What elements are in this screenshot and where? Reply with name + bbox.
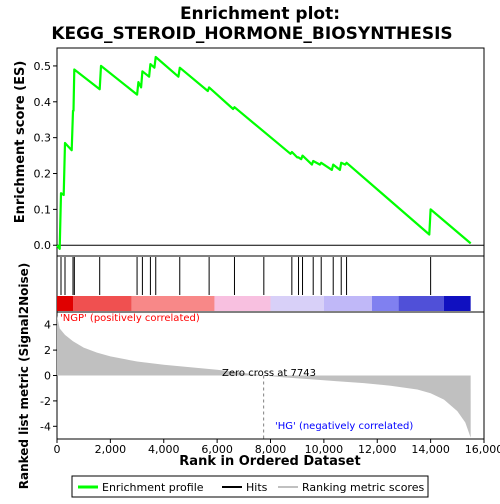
positive-correlation-label: 'NGP' (positively correlated)	[60, 313, 200, 324]
metric-y-tick-label-1: -2	[40, 395, 51, 408]
metric-y-tick-label-4: 4	[44, 319, 51, 332]
heat-band-3	[214, 296, 270, 311]
x-tick-label-0: 0	[54, 443, 61, 456]
metric-axis-label: Ranked list metric (Signal2Noise)	[17, 263, 31, 490]
heat-band-5	[324, 296, 372, 311]
x-tick-label-1: 2,000	[95, 443, 127, 456]
x-tick-label-7: 14,000	[411, 443, 450, 456]
heat-band-7	[399, 296, 444, 311]
es-y-tick-label-0: 0.0	[34, 239, 52, 252]
heat-band-2	[132, 296, 215, 311]
es-y-tick-label-3: 0.3	[34, 132, 52, 145]
heat-band-1	[73, 296, 132, 311]
legend-label-metric: Ranking metric scores	[302, 481, 424, 494]
heat-band-6	[372, 296, 399, 311]
metric-y-tick-label-0: -4	[40, 420, 51, 433]
heat-band-0	[57, 296, 73, 311]
x-axis-label: Rank in Ordered Dataset	[179, 454, 360, 469]
zero-cross-label: Zero cross at 7743	[222, 368, 316, 379]
es-axis-label: Enrichment score (ES)	[13, 61, 28, 224]
es-y-tick-label-1: 0.1	[34, 203, 52, 216]
x-tick-label-8: 16,000	[465, 443, 500, 456]
negative-correlation-label: 'HG' (negatively correlated)	[275, 421, 413, 432]
es-y-tick-label-5: 0.5	[34, 60, 52, 73]
heat-band-4	[271, 296, 324, 311]
x-tick-label-2: 4,000	[148, 443, 180, 456]
chart-title-line-2: KEGG_STEROID_HORMONE_BIOSYNTHESIS	[51, 24, 452, 44]
legend-label-hits: Hits	[246, 481, 268, 494]
metric-y-tick-label-2: 0	[44, 370, 51, 383]
legend-label-enrichment: Enrichment profile	[102, 481, 204, 494]
metric-y-tick-label-3: 2	[44, 344, 51, 357]
es-y-tick-label-2: 0.2	[34, 168, 52, 181]
hits-layer	[57, 257, 471, 311]
es-y-tick-label-4: 0.4	[34, 96, 52, 109]
es-layer	[57, 57, 484, 249]
es-panel-frame	[57, 48, 484, 256]
enrichment-profile-line	[57, 57, 471, 249]
x-tick-label-6: 12,000	[358, 443, 397, 456]
chart-title-line-1: Enrichment plot:	[180, 4, 340, 24]
heat-band-8	[444, 296, 471, 311]
